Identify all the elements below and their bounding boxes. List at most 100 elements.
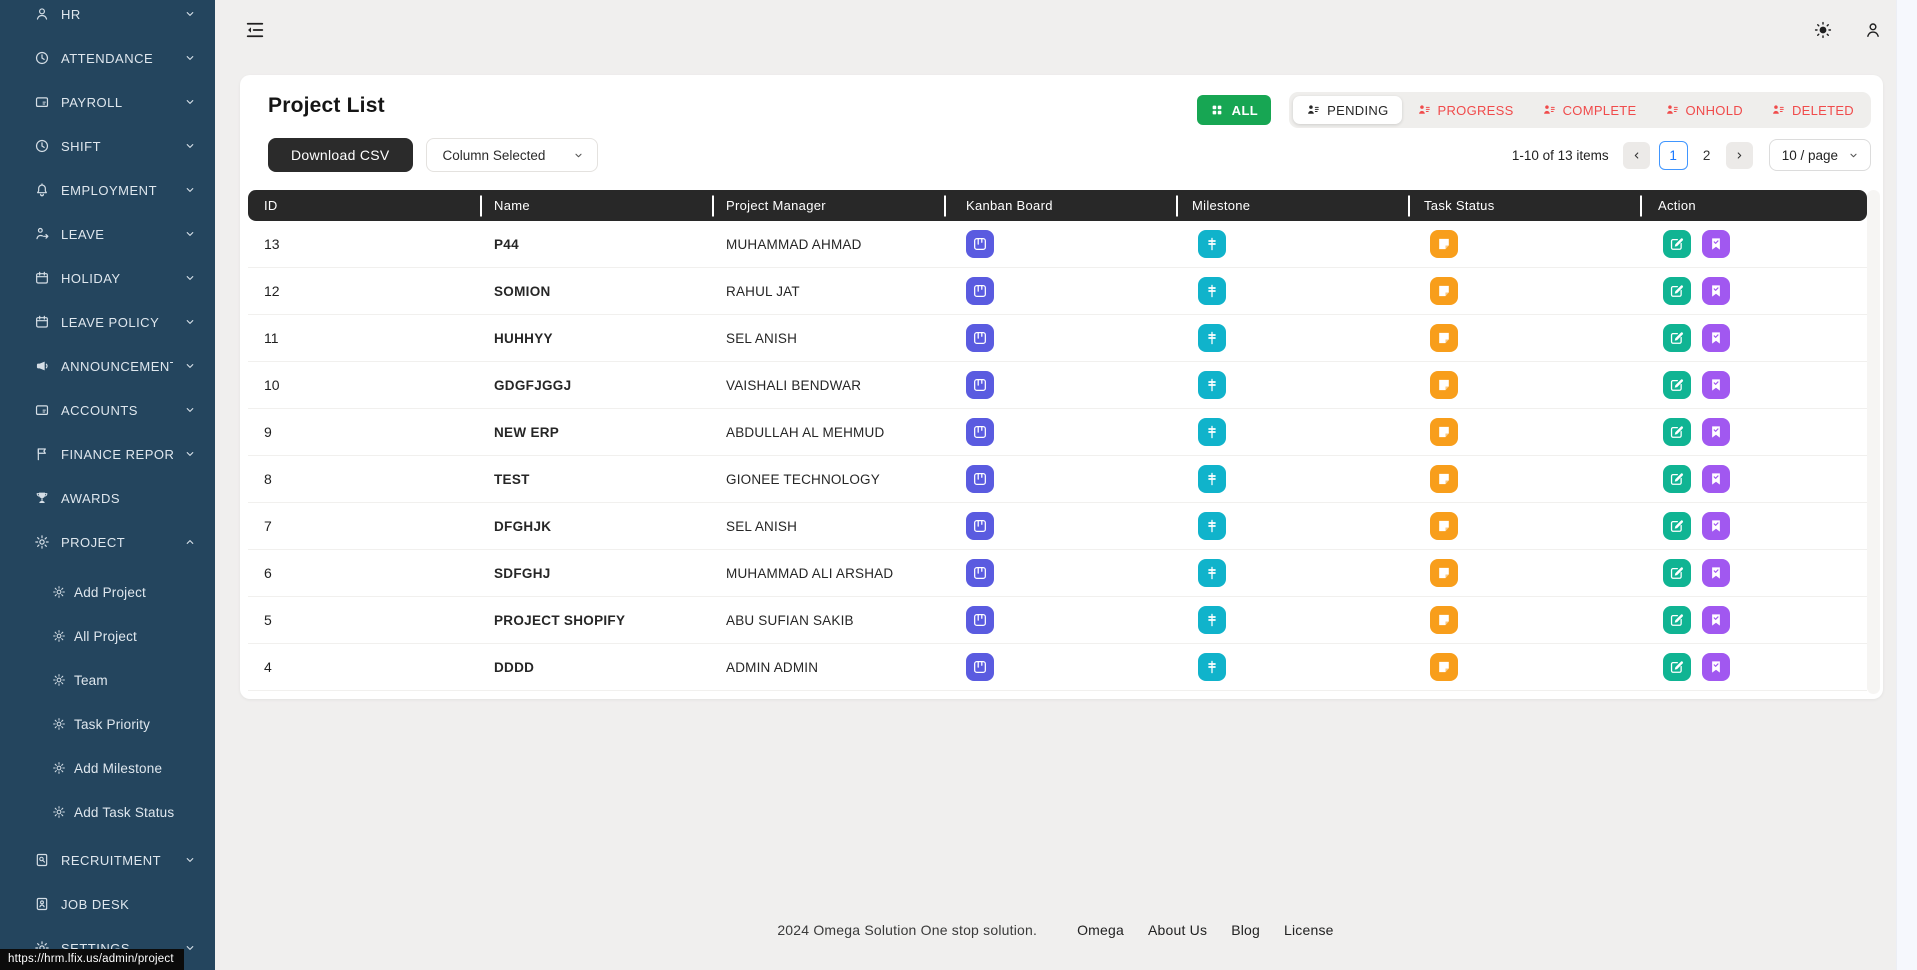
sidebar-item-shift[interactable]: SHIFT — [0, 124, 215, 168]
sidebar-item-project[interactable]: PROJECT — [0, 520, 215, 564]
task-status-button[interactable] — [1430, 465, 1458, 493]
bookmark-button[interactable] — [1702, 371, 1730, 399]
theme-toggle-button[interactable] — [1813, 20, 1833, 40]
cell-id: 13 — [264, 236, 280, 252]
milestone-button[interactable] — [1198, 465, 1226, 493]
kanban-board-button[interactable] — [966, 418, 994, 446]
sidebar-subitem-task-priority[interactable]: Task Priority — [0, 702, 215, 746]
edit-button[interactable] — [1663, 277, 1691, 305]
milestone-button[interactable] — [1198, 324, 1226, 352]
bookmark-button[interactable] — [1702, 606, 1730, 634]
bookmark-button[interactable] — [1702, 418, 1730, 446]
task-status-button[interactable] — [1430, 277, 1458, 305]
filter-all-button[interactable]: ALL — [1196, 95, 1272, 125]
chevron-down-icon — [184, 360, 196, 372]
milestone-button[interactable] — [1198, 371, 1226, 399]
milestone-button[interactable] — [1198, 230, 1226, 258]
tab-complete[interactable]: COMPLETE — [1529, 96, 1650, 124]
milestone-button[interactable] — [1198, 559, 1226, 587]
column-select-dropdown[interactable]: Column Selected — [425, 138, 599, 172]
signpost-icon — [1204, 659, 1220, 675]
kanban-board-button[interactable] — [966, 230, 994, 258]
milestone-button[interactable] — [1198, 277, 1226, 305]
kanban-board-button[interactable] — [966, 465, 994, 493]
kanban-board-button[interactable] — [966, 512, 994, 540]
sidebar-item-label: SHIFT — [61, 138, 102, 154]
user-menu-button[interactable] — [1863, 20, 1883, 40]
next-page-button[interactable] — [1725, 141, 1753, 169]
download-csv-button[interactable]: Download CSV — [268, 138, 413, 172]
sidebar-toggle-button[interactable] — [244, 19, 266, 41]
edit-button[interactable] — [1663, 559, 1691, 587]
bookmark-button[interactable] — [1702, 512, 1730, 540]
sidebar-subitem-add-task-status[interactable]: Add Task Status — [0, 790, 215, 834]
page-size-select[interactable]: 10 / page — [1768, 139, 1871, 171]
sidebar-item-job-desk[interactable]: JOB DESK — [0, 882, 215, 926]
bookmark-button[interactable] — [1702, 653, 1730, 681]
footer-link-license[interactable]: License — [1284, 922, 1334, 938]
kanban-board-button[interactable] — [966, 371, 994, 399]
bookmark-button[interactable] — [1702, 324, 1730, 352]
task-status-button[interactable] — [1430, 653, 1458, 681]
edit-button[interactable] — [1663, 653, 1691, 681]
kanban-board-button[interactable] — [966, 277, 994, 305]
tab-onhold[interactable]: ONHOLD — [1652, 96, 1756, 124]
milestone-button[interactable] — [1198, 418, 1226, 446]
table-scrollbar[interactable] — [1867, 190, 1880, 694]
task-status-button[interactable] — [1430, 371, 1458, 399]
sidebar-item-awards[interactable]: AWARDS — [0, 476, 215, 520]
footer-link-blog[interactable]: Blog — [1231, 922, 1261, 938]
kanban-board-button[interactable] — [966, 324, 994, 352]
bookmark-button[interactable] — [1702, 277, 1730, 305]
task-status-button[interactable] — [1430, 512, 1458, 540]
sidebar-item-hr[interactable]: HR — [0, 0, 215, 36]
footer-link-omega[interactable]: Omega — [1077, 922, 1124, 938]
bookmark-button[interactable] — [1702, 230, 1730, 258]
sidebar-item-holiday[interactable]: HOLIDAY — [0, 256, 215, 300]
tab-progress[interactable]: PROGRESS — [1404, 96, 1527, 124]
milestone-button[interactable] — [1198, 653, 1226, 681]
sidebar-item-finance-report[interactable]: FINANCE REPORT — [0, 432, 215, 476]
gear-icon — [52, 805, 66, 819]
sidebar-item-announcement[interactable]: ANNOUNCEMENT — [0, 344, 215, 388]
task-status-button[interactable] — [1430, 559, 1458, 587]
tab-deleted[interactable]: DELETED — [1758, 96, 1867, 124]
sidebar-subitem-add-milestone[interactable]: Add Milestone — [0, 746, 215, 790]
sidebar-item-employment[interactable]: EMPLOYMENT — [0, 168, 215, 212]
task-status-button[interactable] — [1430, 606, 1458, 634]
sidebar-item-accounts[interactable]: ACCOUNTS — [0, 388, 215, 432]
sidebar-subitem-add-project[interactable]: Add Project — [0, 570, 215, 614]
page-2-button[interactable]: 2 — [1697, 148, 1717, 163]
sidebar-item-attendance[interactable]: ATTENDANCE — [0, 36, 215, 80]
edit-button[interactable] — [1663, 512, 1691, 540]
tab-pending[interactable]: PENDING — [1293, 96, 1402, 124]
prev-page-button[interactable] — [1622, 141, 1650, 169]
task-status-button[interactable] — [1430, 230, 1458, 258]
bookmark-button[interactable] — [1702, 559, 1730, 587]
chevron-left-icon — [1631, 150, 1642, 161]
milestone-button[interactable] — [1198, 606, 1226, 634]
sidebar-item-recruitment[interactable]: RECRUITMENT — [0, 838, 215, 882]
footer-link-about-us[interactable]: About Us — [1148, 922, 1208, 938]
sidebar-subitem-team[interactable]: Team — [0, 658, 215, 702]
bookmark-button[interactable] — [1702, 465, 1730, 493]
kanban-board-button[interactable] — [966, 559, 994, 587]
page-1-button[interactable]: 1 — [1658, 140, 1688, 170]
edit-button[interactable] — [1663, 606, 1691, 634]
task-status-button[interactable] — [1430, 418, 1458, 446]
edit-button[interactable] — [1663, 230, 1691, 258]
kanban-board-button[interactable] — [966, 653, 994, 681]
sidebar-item-payroll[interactable]: PAYROLL — [0, 80, 215, 124]
edit-button[interactable] — [1663, 418, 1691, 446]
kanban-board-button[interactable] — [966, 606, 994, 634]
sidebar-item-leave-policy[interactable]: LEAVE POLICY — [0, 300, 215, 344]
milestone-button[interactable] — [1198, 512, 1226, 540]
page-scrollbar-gutter — [1896, 0, 1917, 970]
sidebar-item-leave[interactable]: LEAVE — [0, 212, 215, 256]
sidebar-subitem-all-project[interactable]: All Project — [0, 614, 215, 658]
edit-button[interactable] — [1663, 371, 1691, 399]
edit-button[interactable] — [1663, 324, 1691, 352]
sidebar-item-label: EMPLOYMENT — [61, 182, 158, 198]
task-status-button[interactable] — [1430, 324, 1458, 352]
edit-button[interactable] — [1663, 465, 1691, 493]
